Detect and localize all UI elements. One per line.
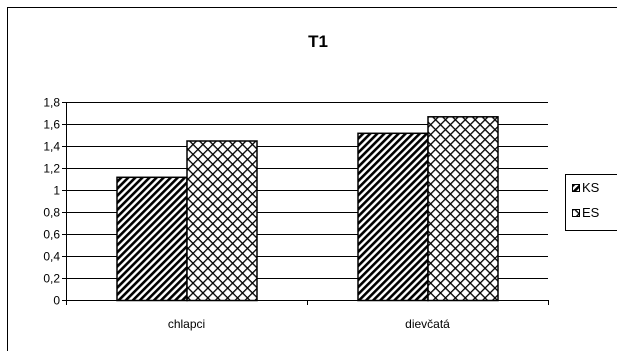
bar-ks-diev-at- [357,132,429,302]
bar-ks-chlapci [116,176,188,302]
chart-border [7,7,617,351]
y-tick-label: 0 [53,294,60,308]
legend-swatch-ks [572,184,580,192]
y-tick-label: 1,6 [43,118,60,132]
x-axis-ticks: chlapci dievčatá [66,300,549,331]
legend-label-ks: KS [582,180,600,195]
y-axis-ticks: 0 0,2 0,4 0,6 0,8 1 1,2 1,4 1,6 1,8 [43,96,66,308]
y-tick-label: 1 [53,184,60,198]
bars [116,116,499,302]
legend: KS ES [565,174,617,231]
y-tick-label: 0,2 [43,272,60,286]
y-tick-label: 0,4 [43,250,60,264]
y-tick-label: 1,8 [43,96,60,110]
y-tick-label: 0,6 [43,228,60,242]
x-tick-label: dievčatá [405,317,450,331]
y-tick-label: 1,4 [43,140,60,154]
legend-box [565,174,617,231]
bar-es-chlapci [186,140,258,302]
x-tick-label: chlapci [168,317,205,331]
y-tick-label: 0,8 [43,206,60,220]
chart-title: T1 [308,32,328,51]
axes [66,102,548,301]
legend-label-es: ES [582,205,600,220]
y-tick-label: 1,2 [43,162,60,176]
bar-es-diev-at- [427,116,499,302]
legend-swatch-es [572,209,580,217]
